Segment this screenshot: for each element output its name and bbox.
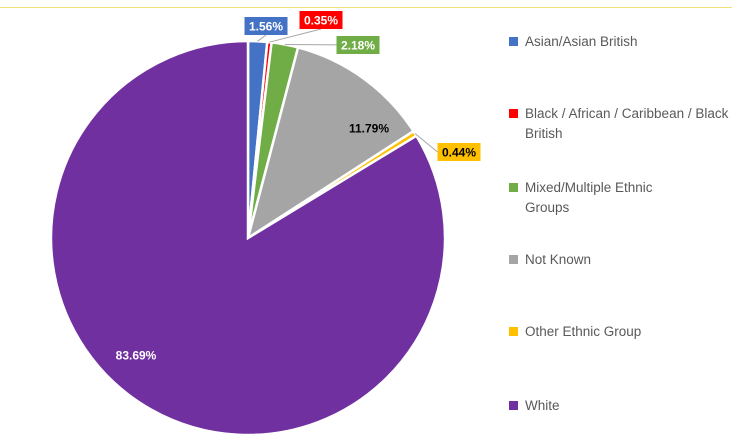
legend-label: Mixed/Multiple Ethnic Groups: [525, 180, 653, 215]
leader-line-other: [414, 133, 438, 153]
data-label-not-known: 11.79%: [349, 122, 389, 136]
data-label-black: 0.35%: [304, 14, 338, 28]
legend-swatch: [509, 401, 518, 410]
leader-line-asian: [257, 34, 267, 42]
legend-label: White: [525, 398, 560, 413]
data-label-white: 83.69%: [116, 349, 157, 363]
legend-item-not-known: Not Known: [509, 250, 729, 270]
legend-swatch: [509, 255, 518, 264]
data-label-other: 0.44%: [442, 146, 476, 160]
pie-chart: 1.56% 0.35%2.18% 11.79% 0.44% 83.69%: [49, 11, 481, 437]
legend-item-other: Other Ethnic Group: [509, 322, 729, 342]
legend-item-black: Black / African / Caribbean / Black Brit…: [509, 104, 729, 144]
data-label-mixed: 2.18%: [341, 39, 375, 53]
pie-slice-white: [49, 39, 447, 437]
legend-swatch: [509, 37, 518, 46]
legend-label: Black / African / Caribbean / Black Brit…: [525, 106, 729, 141]
legend-label: Other Ethnic Group: [525, 324, 642, 339]
legend-swatch: [509, 183, 518, 192]
pie-slice-not-known: [245, 45, 416, 241]
data-label-asian: 1.56%: [249, 20, 283, 34]
legend-label: Asian/Asian British: [525, 34, 638, 49]
data-labels: 1.56% 0.35%2.18% 11.79% 0.44% 83.69%: [116, 11, 481, 363]
data-label-box-asian: [244, 17, 288, 35]
top-divider: [0, 7, 732, 8]
data-label-box-black: [299, 11, 343, 29]
leader-line-black: [269, 28, 322, 43]
data-label-box-mixed: [336, 36, 380, 54]
legend-item-asian: Asian/Asian British: [509, 32, 729, 52]
pie-slices: [49, 39, 447, 437]
legend-swatch: [509, 327, 518, 336]
legend-item-mixed: Mixed/Multiple Ethnic Groups: [509, 178, 729, 218]
legend-swatch: [509, 109, 518, 118]
legend-label: Not Known: [525, 252, 592, 267]
legend-item-white: White: [509, 396, 729, 416]
data-label-box-other: [437, 143, 481, 161]
